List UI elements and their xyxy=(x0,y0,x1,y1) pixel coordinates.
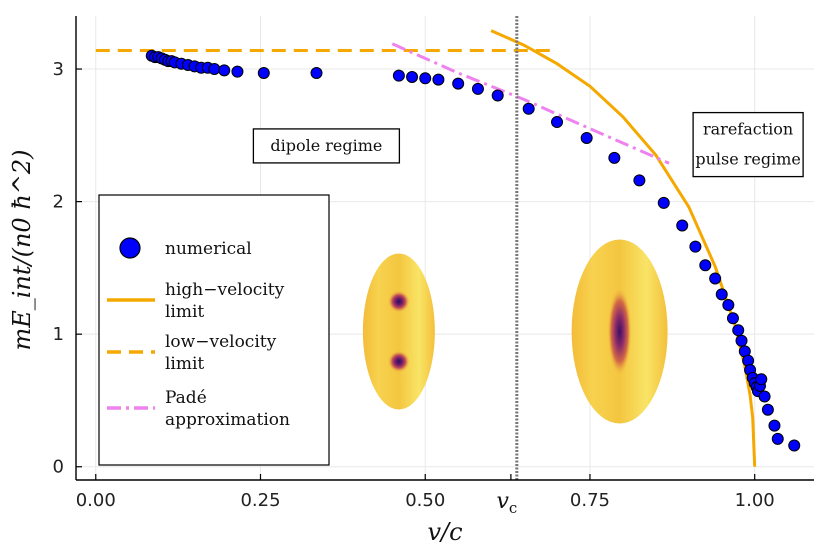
axes xyxy=(75,16,814,481)
annotation-text-1-1: pulse regime xyxy=(695,150,801,169)
annotation-1: rarefaction pulse regime xyxy=(692,111,804,178)
data-point-38 xyxy=(732,324,745,337)
dipole-density-inset xyxy=(362,253,435,410)
legend-box xyxy=(98,194,330,466)
y-axis-title: mE_int/(n0 ħ^2) xyxy=(8,149,36,350)
legend-label-1-1: limit xyxy=(165,302,204,322)
data-point-52 xyxy=(771,432,784,445)
data-point-26 xyxy=(551,116,564,129)
data-point-33 xyxy=(699,259,712,272)
annotation-text-0-0: dipole regime xyxy=(270,136,382,155)
insets xyxy=(362,239,668,424)
dipole-vortex-lower xyxy=(387,350,410,373)
data-point-39 xyxy=(735,334,748,347)
data-point-29 xyxy=(633,174,646,187)
data-point-19 xyxy=(406,70,419,83)
annotation-text-1-0: rarefaction xyxy=(703,120,793,139)
data-point-24 xyxy=(491,89,504,102)
annotations: dipole regime rarefaction pulse regime xyxy=(252,111,804,178)
data-point-21 xyxy=(432,73,445,86)
legend-label-1-0: high−velocity xyxy=(165,280,285,300)
data-point-18 xyxy=(392,69,405,82)
y-tick-label-2: 2 xyxy=(53,192,64,213)
pulse-density-inset xyxy=(571,239,668,424)
data-point-27 xyxy=(580,131,593,144)
series-lines xyxy=(95,29,757,467)
data-point-15 xyxy=(231,65,244,78)
ticks: 0.00 0.25 0.50 vc 0.75 1.00 0 1 2 3 xyxy=(53,59,775,517)
pulse-core xyxy=(607,287,632,376)
data-point-14 xyxy=(218,64,231,77)
legend-label-2-0: low−velocity xyxy=(165,332,277,352)
x-tick-label-1: 0.25 xyxy=(240,490,280,511)
x-axis-title: v/c xyxy=(427,518,462,546)
data-point-17 xyxy=(310,67,323,80)
annotation-0: dipole regime xyxy=(252,128,401,164)
data-point-13 xyxy=(208,63,221,76)
data-point-37 xyxy=(726,312,739,325)
x-tick-label-0: 0.00 xyxy=(76,490,116,511)
data-point-50 xyxy=(761,403,774,416)
data-point-28 xyxy=(608,151,621,164)
data-point-35 xyxy=(715,288,728,301)
data-point-36 xyxy=(722,299,735,312)
y-tick-label-3: 3 xyxy=(53,59,64,80)
annotation-box-1 xyxy=(692,111,804,178)
series-line-3 xyxy=(391,42,670,165)
legend-label-3-1: approximation xyxy=(165,410,290,430)
x-tick-label-3: vc xyxy=(496,489,517,517)
data-point-23 xyxy=(471,82,484,95)
numerical-points xyxy=(145,49,801,452)
x-tick-label-5: 1.00 xyxy=(735,490,775,511)
data-point-51 xyxy=(768,419,781,432)
legend-label-2-1: limit xyxy=(165,354,204,374)
data-point-16 xyxy=(257,67,270,80)
legend-label-3-0: Padé xyxy=(165,388,207,408)
y-tick-label-1: 1 xyxy=(53,324,64,345)
x-tick-label-4: 0.75 xyxy=(570,490,610,511)
x-tick-label-2: 0.50 xyxy=(405,490,445,511)
data-point-20 xyxy=(419,72,432,85)
y-tick-label-0: 0 xyxy=(53,457,64,478)
legend-marker-0 xyxy=(119,237,141,259)
data-point-32 xyxy=(689,240,702,253)
dipole-vortex-upper xyxy=(387,290,410,313)
data-point-25 xyxy=(522,102,535,115)
data-point-48 xyxy=(755,373,768,386)
dipole-oval xyxy=(362,253,435,410)
data-point-53 xyxy=(788,439,801,452)
legend-label-0-0: numerical xyxy=(165,239,252,259)
data-point-49 xyxy=(758,390,771,403)
data-point-34 xyxy=(709,272,722,285)
data-point-22 xyxy=(452,77,465,90)
data-point-30 xyxy=(657,196,670,209)
legend: numericalhigh−velocitylimitlow−velocityl… xyxy=(98,194,330,466)
series-line-1 xyxy=(490,29,757,467)
data-point-31 xyxy=(676,219,689,232)
annotation-box-0 xyxy=(252,128,401,164)
